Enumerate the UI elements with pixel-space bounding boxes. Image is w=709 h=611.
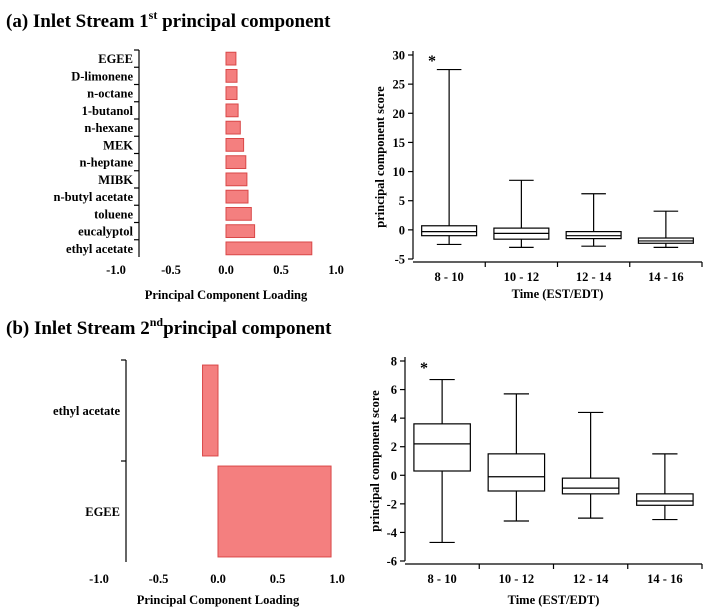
loading-bar: [225, 51, 237, 66]
y-tick-label: -6: [387, 555, 397, 569]
y-tick-label: 10: [393, 165, 406, 179]
category-label: EGEE: [98, 52, 133, 66]
category-label: n-heptane: [80, 156, 134, 170]
iqr-box: [561, 477, 620, 495]
x-axis-title: Time (EST/EDT): [512, 287, 604, 301]
y-tick-label: 0: [391, 469, 397, 483]
x-tick-label: 0.0: [210, 572, 226, 586]
y-tick-label: 8: [391, 355, 397, 369]
loading-bar: [225, 86, 238, 101]
category-label: MEK: [103, 138, 133, 152]
y-tick-label: 4: [391, 412, 398, 426]
panel-b-title-prefix: (b) Inlet Stream 2: [6, 318, 150, 339]
y-tick-label: 0: [399, 223, 405, 237]
panel-b-title-suffix: principal component: [163, 318, 332, 339]
x-axis-title: Principal Component Loading: [137, 593, 300, 607]
panel-b-title-sup: nd: [150, 315, 164, 329]
loading-bar: [225, 103, 239, 118]
y-tick-label: -4: [387, 526, 398, 540]
x-tick-label: -0.5: [161, 263, 181, 277]
iqr-box: [421, 225, 478, 237]
x-tick-label: 10 - 12: [504, 270, 539, 284]
x-axis-title: Principal Component Loading: [145, 288, 308, 302]
x-tick-label: 0.5: [273, 263, 289, 277]
panel-a-score-boxplot: -5 0 5 10 15 20 25 30 8 - 10 10 - 12 12 - 14 14 - 1…: [373, 49, 703, 301]
y-tick-label: 30: [393, 49, 406, 63]
x-tick-label: -1.0: [106, 263, 126, 277]
x-tick-label: 12 - 14: [573, 572, 609, 586]
x-tick-label: -0.5: [149, 572, 169, 586]
category-label: MIBK: [98, 173, 133, 187]
x-tick-label: 8 - 10: [435, 270, 464, 284]
y-tick-label: 15: [393, 136, 406, 150]
y-tick-label: -2: [387, 497, 397, 511]
y-tick-label: 6: [391, 383, 397, 397]
loading-bar: [225, 120, 241, 135]
loading-bar: [225, 155, 247, 170]
iqr-box: [487, 453, 546, 492]
loading-bar: [225, 206, 252, 221]
category-label: ethyl acetate: [66, 242, 133, 256]
y-axis-title: principal component score: [373, 86, 387, 228]
category-label: eucalyptol: [78, 225, 133, 239]
loading-bar: [217, 465, 332, 558]
panel-a-title-prefix: (a) Inlet Stream 1: [6, 11, 149, 32]
y-tick-label: 25: [393, 78, 406, 92]
iqr-box: [636, 493, 694, 506]
category-label: EGEE: [85, 505, 120, 519]
loading-bar: [225, 68, 238, 83]
category-label: n-hexane: [84, 121, 133, 135]
iqr-box: [413, 423, 471, 472]
category-label: 1-butanol: [82, 104, 134, 118]
panel-b-loading-chart: EGEE ethyl acetate -1.0 -0.5 0.0 0.5 1.0 Princi…: [53, 359, 345, 607]
loading-bar: [225, 137, 245, 152]
y-axis-title: principal component score: [368, 390, 382, 532]
x-tick-label: 0.5: [270, 572, 286, 586]
panel-b-title: (b) Inlet Stream 2ndprincipal component: [6, 315, 332, 339]
category-label: ethyl acetate: [53, 404, 120, 418]
panel-a-significance-star: *: [428, 53, 436, 70]
x-axis-title: Time (EST/EDT): [508, 593, 600, 607]
x-tick-label: 10 - 12: [499, 572, 534, 586]
x-tick-label: 12 - 14: [576, 270, 612, 284]
category-label: n-octane: [87, 87, 133, 101]
x-tick-label: 14 - 16: [647, 572, 682, 586]
category-label: D-limonene: [71, 69, 133, 83]
x-tick-label: 1.0: [328, 263, 344, 277]
panel-a-title: (a) Inlet Stream 1st principal component: [6, 8, 331, 32]
loading-bar: [202, 364, 219, 457]
panel-b-significance-star: *: [420, 360, 428, 377]
y-tick-label: 2: [391, 440, 397, 454]
category-label: n-butyl acetate: [54, 190, 134, 204]
x-tick-label: 8 - 10: [428, 572, 457, 586]
loading-bar: [225, 172, 248, 187]
loading-bar: [225, 224, 256, 239]
y-tick-label: -5: [395, 253, 405, 267]
loading-bar: [225, 189, 249, 204]
panel-a-title-suffix: principal component: [157, 11, 331, 32]
x-tick-label: 1.0: [329, 572, 345, 586]
x-tick-label: -1.0: [89, 572, 109, 586]
y-tick-label: 5: [399, 194, 405, 208]
category-label: toluene: [94, 207, 133, 221]
panel-b-score-boxplot: -6 -4 -2 0 2 4 6 8 8 - 10 10 - 12 12 - 14 14 - 16 Ti…: [368, 355, 703, 607]
y-tick-label: 20: [393, 107, 406, 121]
panel-a-title-sup: st: [149, 8, 158, 22]
x-tick-label: 14 - 16: [648, 270, 683, 284]
x-tick-label: 0.0: [218, 263, 234, 277]
loading-bar: [225, 241, 313, 256]
panel-a-loading-chart: ethyl acetate eucalyptol toluene n-butyl ac…: [54, 49, 344, 302]
